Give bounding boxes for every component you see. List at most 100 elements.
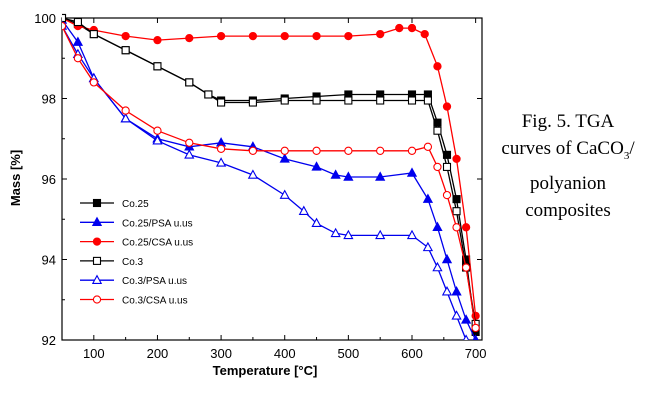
data-point	[422, 193, 434, 203]
data-point	[279, 153, 290, 163]
legend-entry: Co.3	[80, 256, 144, 268]
data-point	[343, 171, 354, 181]
series-4	[62, 13, 480, 328]
x-tick-label: 500	[338, 346, 360, 361]
data-point	[406, 167, 418, 177]
series-2	[62, 14, 479, 340]
caption-line-2: curves of CaCO3/	[488, 135, 648, 170]
data-point	[395, 23, 404, 33]
data-point	[280, 146, 289, 155]
data-point	[216, 31, 226, 41]
data-point	[248, 146, 258, 155]
legend-label: Co.25	[122, 199, 149, 210]
x-tick-label: 300	[210, 346, 232, 361]
series-3	[62, 13, 480, 320]
x-axis-label: Temperature [°C]	[213, 363, 318, 378]
data-point	[311, 161, 322, 171]
plot-border	[61, 17, 483, 341]
data-point	[423, 142, 433, 151]
caption-line-2a: curves of CaCO	[501, 138, 624, 159]
data-point	[344, 146, 353, 155]
data-point	[152, 135, 163, 145]
y-axis-label: Mass [%]	[8, 150, 23, 206]
data-point	[73, 17, 82, 27]
legend-marker	[92, 256, 102, 265]
data-point	[153, 62, 162, 71]
legend-marker	[92, 295, 102, 304]
data-point	[422, 241, 434, 252]
data-point	[472, 334, 479, 340]
data-point	[375, 171, 386, 181]
data-point	[89, 30, 98, 39]
caption-subscript: 3	[623, 149, 630, 162]
data-point	[452, 195, 461, 204]
data-point	[185, 78, 194, 87]
y-tick-label: 92	[42, 333, 56, 348]
data-point	[407, 23, 417, 33]
data-point	[247, 169, 259, 179]
data-point	[433, 126, 442, 135]
data-point	[153, 35, 162, 45]
x-tick-label: 400	[274, 346, 296, 361]
x-tick-label: 600	[401, 346, 423, 361]
data-point	[433, 118, 442, 127]
data-point	[423, 96, 432, 105]
data-point	[451, 310, 462, 320]
data-point	[217, 98, 226, 107]
legend-label: Co.25/PSA u.us	[122, 218, 193, 229]
data-point	[432, 261, 443, 272]
data-point	[441, 253, 453, 264]
data-point	[185, 138, 194, 147]
data-point	[442, 162, 452, 171]
data-point	[215, 157, 227, 167]
series-group	[62, 13, 480, 340]
y-tick-label: 100	[34, 11, 56, 26]
data-point	[376, 96, 385, 105]
data-point	[311, 217, 322, 228]
data-point	[441, 286, 453, 296]
data-point	[280, 31, 289, 41]
legend-label: Co.3	[122, 257, 144, 268]
caption-line-3: polyanion	[530, 172, 606, 194]
data-point	[461, 223, 471, 232]
data-point	[407, 96, 417, 105]
data-point	[442, 190, 452, 200]
legend-marker	[91, 274, 103, 284]
data-point	[62, 13, 67, 23]
data-point	[73, 54, 83, 63]
x-tick-label: 700	[465, 346, 487, 361]
legend-marker	[92, 198, 102, 208]
data-point	[461, 263, 471, 272]
data-point	[344, 96, 353, 105]
data-point	[407, 146, 417, 155]
data-point	[120, 112, 131, 123]
x-tick-labels: 100 200 300 400 500 600 700	[83, 346, 487, 361]
y-tick-labels: 92 94 96 98 100	[34, 11, 56, 348]
data-point	[121, 46, 130, 55]
series-6	[62, 21, 480, 333]
data-point	[280, 96, 289, 105]
data-point	[376, 146, 385, 155]
data-point	[184, 149, 195, 159]
data-point	[204, 90, 213, 99]
data-point	[248, 31, 258, 41]
data-point	[121, 106, 130, 115]
caption-line-1: Fig. 5. TGA	[521, 111, 615, 132]
legend-marker	[92, 237, 102, 246]
data-point	[279, 189, 290, 199]
data-point	[433, 162, 442, 172]
data-point	[62, 21, 67, 31]
data-point	[420, 29, 429, 39]
data-point	[375, 229, 386, 240]
data-point	[343, 229, 354, 240]
data-point	[89, 78, 98, 87]
data-point	[376, 29, 385, 39]
data-point	[433, 62, 442, 71]
data-point	[471, 323, 480, 333]
series-5	[62, 20, 470, 340]
data-point	[452, 223, 461, 232]
data-point	[463, 334, 470, 340]
data-point	[406, 229, 418, 240]
data-point	[432, 221, 443, 232]
